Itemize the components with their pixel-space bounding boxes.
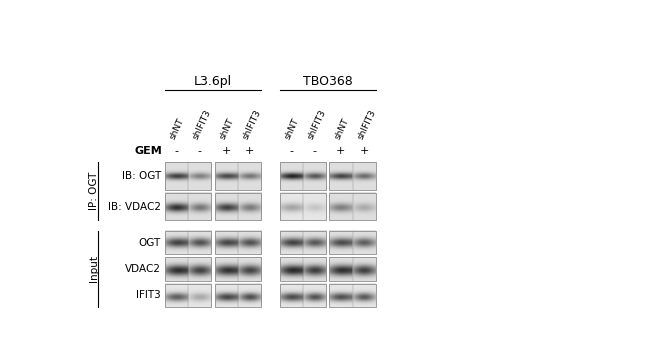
Text: OGT: OGT	[139, 238, 161, 248]
Text: L3.6pl: L3.6pl	[194, 75, 232, 88]
Text: Input: Input	[90, 256, 99, 283]
Text: IB: OGT: IB: OGT	[122, 171, 161, 181]
Text: shNT: shNT	[283, 116, 301, 140]
Text: -: -	[198, 146, 202, 156]
Bar	[165, 257, 211, 280]
Text: IP: OGT: IP: OGT	[90, 172, 99, 211]
Bar	[330, 257, 376, 280]
Bar	[165, 231, 211, 254]
Bar	[280, 257, 326, 280]
Text: shNT: shNT	[333, 116, 350, 140]
Text: IFIT3: IFIT3	[136, 290, 161, 300]
Text: shIFIT3: shIFIT3	[192, 108, 213, 140]
Text: shIFIT3: shIFIT3	[356, 108, 378, 140]
Text: VDAC2: VDAC2	[125, 264, 161, 274]
Text: -: -	[313, 146, 317, 156]
Bar	[330, 193, 376, 220]
Text: +: +	[359, 146, 369, 156]
Text: TBO368: TBO368	[303, 75, 352, 88]
Text: +: +	[222, 146, 231, 156]
Text: shIFIT3: shIFIT3	[306, 108, 328, 140]
Bar	[330, 284, 376, 307]
Bar	[280, 284, 326, 307]
Text: -: -	[289, 146, 293, 156]
Bar	[280, 231, 326, 254]
Text: GEM: GEM	[135, 146, 162, 156]
Bar	[214, 257, 261, 280]
Bar	[214, 162, 261, 190]
Bar	[214, 284, 261, 307]
Text: shIFIT3: shIFIT3	[241, 108, 263, 140]
Bar	[330, 162, 376, 190]
Bar	[214, 231, 261, 254]
Bar	[330, 231, 376, 254]
Text: shNT: shNT	[168, 116, 186, 140]
Text: shNT: shNT	[218, 116, 236, 140]
Text: +: +	[336, 146, 346, 156]
Bar	[165, 284, 211, 307]
Text: +: +	[245, 146, 254, 156]
Bar	[280, 193, 326, 220]
Bar	[165, 193, 211, 220]
Text: -: -	[175, 146, 179, 156]
Text: IB: VDAC2: IB: VDAC2	[108, 202, 161, 212]
Bar	[280, 162, 326, 190]
Bar	[165, 162, 211, 190]
Bar	[214, 193, 261, 220]
